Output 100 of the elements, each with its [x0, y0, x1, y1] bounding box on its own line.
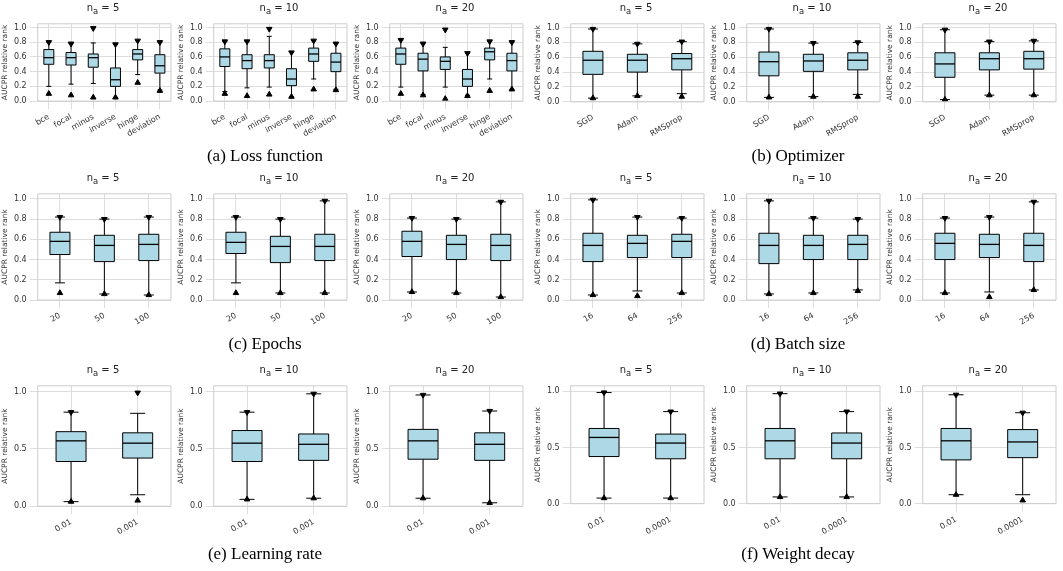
y-tick-label: 0.5 [546, 442, 560, 452]
y-tick-label: 0.8 [13, 214, 27, 224]
y-tick-label: 0.0 [546, 96, 560, 106]
y-tick-label: 0.8 [13, 37, 27, 47]
chart-title: n$_{a}$ = 20 [434, 1, 476, 16]
y-tick-label: 0.0 [722, 295, 736, 305]
y-tick-label: 0.8 [189, 214, 203, 224]
y-tick-label: 0.4 [365, 66, 379, 76]
y-tick-label: 0.0 [722, 96, 736, 106]
y-tick-label: 1.0 [365, 193, 379, 203]
y-tick-label: 0.5 [365, 443, 379, 453]
y-tick-label: 0.0 [722, 498, 736, 508]
x-tick-label: bce [33, 111, 51, 127]
y-tick-label: 0.8 [365, 37, 379, 47]
y-tick-label: 0.4 [898, 254, 912, 264]
chart-title: n$_{a}$ = 10 [258, 363, 300, 378]
x-tick-label: 64 [626, 310, 640, 324]
y-tick-label: 1.0 [189, 22, 203, 32]
chart-title: n$_{a}$ = 10 [791, 171, 833, 186]
y-tick-label: 0.2 [546, 82, 560, 92]
y-tick-label: 1.0 [722, 193, 736, 203]
chart-title: n$_{a}$ = 5 [618, 1, 654, 16]
chart-title: n$_{a}$ = 20 [967, 363, 1009, 378]
x-tick-label: 0.01 [405, 517, 426, 534]
y-tick-label: 1.0 [189, 193, 203, 203]
x-tick-label: 50 [445, 310, 459, 324]
y-tick-label: 0.6 [898, 52, 912, 62]
x-tick-label: 100 [309, 310, 327, 327]
x-tick-label: 50 [269, 310, 283, 324]
y-tick-label: 0.6 [365, 52, 379, 61]
y-tick-label: 0.0 [365, 295, 379, 305]
y-tick-label: 0.6 [546, 52, 560, 62]
x-tick-label: 0.01 [53, 517, 74, 534]
y-tick-label: 1.0 [13, 22, 27, 32]
y-tick-label: 0.2 [189, 274, 203, 284]
y-tick-label: 0.4 [898, 67, 912, 77]
text: (e) Learning rate [206, 544, 324, 564]
x-tick-label: 0.01 [938, 514, 959, 532]
x-tick-label: 256 [842, 310, 860, 327]
y-tick-label: 1.0 [13, 386, 27, 396]
chart-title: n$_{a}$ = 20 [967, 171, 1009, 186]
y-tick-label: 0.6 [898, 234, 912, 244]
x-tick-label: SGD [575, 112, 595, 130]
y-tick-label: 0.0 [189, 295, 203, 305]
y-tick-label: 1.0 [546, 386, 560, 396]
x-tick-label: 256 [1018, 310, 1036, 327]
x-tick-label: 0.01 [586, 514, 607, 532]
y-tick-label: 1.0 [546, 22, 560, 32]
x-tick-label: 0.01 [229, 517, 250, 534]
y-tick-label: 0.4 [365, 254, 379, 264]
y-tick-label: 0.6 [546, 234, 560, 244]
y-tick-label: 0.0 [898, 96, 912, 106]
y-tick-label: 0.6 [189, 52, 203, 61]
y-tick-label: 0.6 [189, 234, 203, 244]
chart-title: n$_{a}$ = 10 [791, 1, 833, 16]
x-tick-label: 100 [485, 310, 503, 327]
y-tick-label: 1.0 [189, 386, 203, 396]
y-tick-label: 0.5 [189, 443, 203, 453]
y-tick-label: 0.4 [546, 67, 560, 77]
y-tick-label: 1.0 [13, 193, 27, 203]
x-tick-label: bce [385, 111, 403, 127]
x-tick-label: SGD [751, 112, 771, 130]
chart-title: n$_{a}$ = 5 [85, 171, 121, 186]
y-tick-label: 0.2 [898, 274, 912, 284]
y-tick-label: 0.0 [365, 501, 379, 511]
y-tick-label: 0.2 [546, 274, 560, 284]
x-tick-label: 100 [133, 310, 151, 327]
y-tick-label: 0.2 [898, 82, 912, 92]
y-tick-label: 0.2 [722, 82, 736, 92]
x-tick-label: 64 [802, 310, 816, 324]
y-tick-label: 0.6 [365, 234, 379, 244]
y-tick-label: 0.5 [898, 442, 912, 452]
chart-title: n$_{a}$ = 5 [85, 1, 121, 16]
chart-title: n$_{a}$ = 5 [85, 363, 121, 378]
y-tick-label: 0.6 [722, 52, 736, 62]
x-tick-label: bce [209, 111, 227, 127]
y-tick-label: 0.0 [546, 295, 560, 305]
y-tick-label: 0.6 [722, 234, 736, 244]
chart-title: n$_{a}$ = 5 [618, 363, 654, 378]
x-tick-label: 50 [93, 310, 107, 324]
text: (b) Optimizer [750, 146, 846, 166]
y-tick-label: 0.6 [13, 52, 27, 61]
x-tick-label: 0.01 [762, 514, 783, 532]
x-tick-label: 20 [48, 310, 62, 324]
y-tick-label: 0.4 [13, 66, 27, 76]
y-tick-label: 0.8 [189, 37, 203, 47]
y-tick-label: 0.2 [365, 274, 379, 284]
chart-title: n$_{a}$ = 20 [967, 1, 1009, 16]
y-tick-label: 0.8 [546, 214, 560, 224]
y-tick-label: 0.4 [722, 67, 736, 77]
y-tick-label: 0.2 [189, 81, 203, 91]
y-tick-label: 0.8 [722, 214, 736, 224]
chart-title: n$_{a}$ = 20 [434, 171, 476, 186]
text: (d) Batch size [749, 334, 847, 354]
y-tick-label: 0.2 [722, 274, 736, 284]
x-tick-label: SGD [927, 112, 947, 130]
y-tick-label: 0.0 [189, 96, 203, 106]
y-tick-label: 0.2 [365, 81, 379, 91]
y-tick-label: 0.6 [13, 234, 27, 244]
y-tick-label: 0.4 [189, 66, 203, 76]
